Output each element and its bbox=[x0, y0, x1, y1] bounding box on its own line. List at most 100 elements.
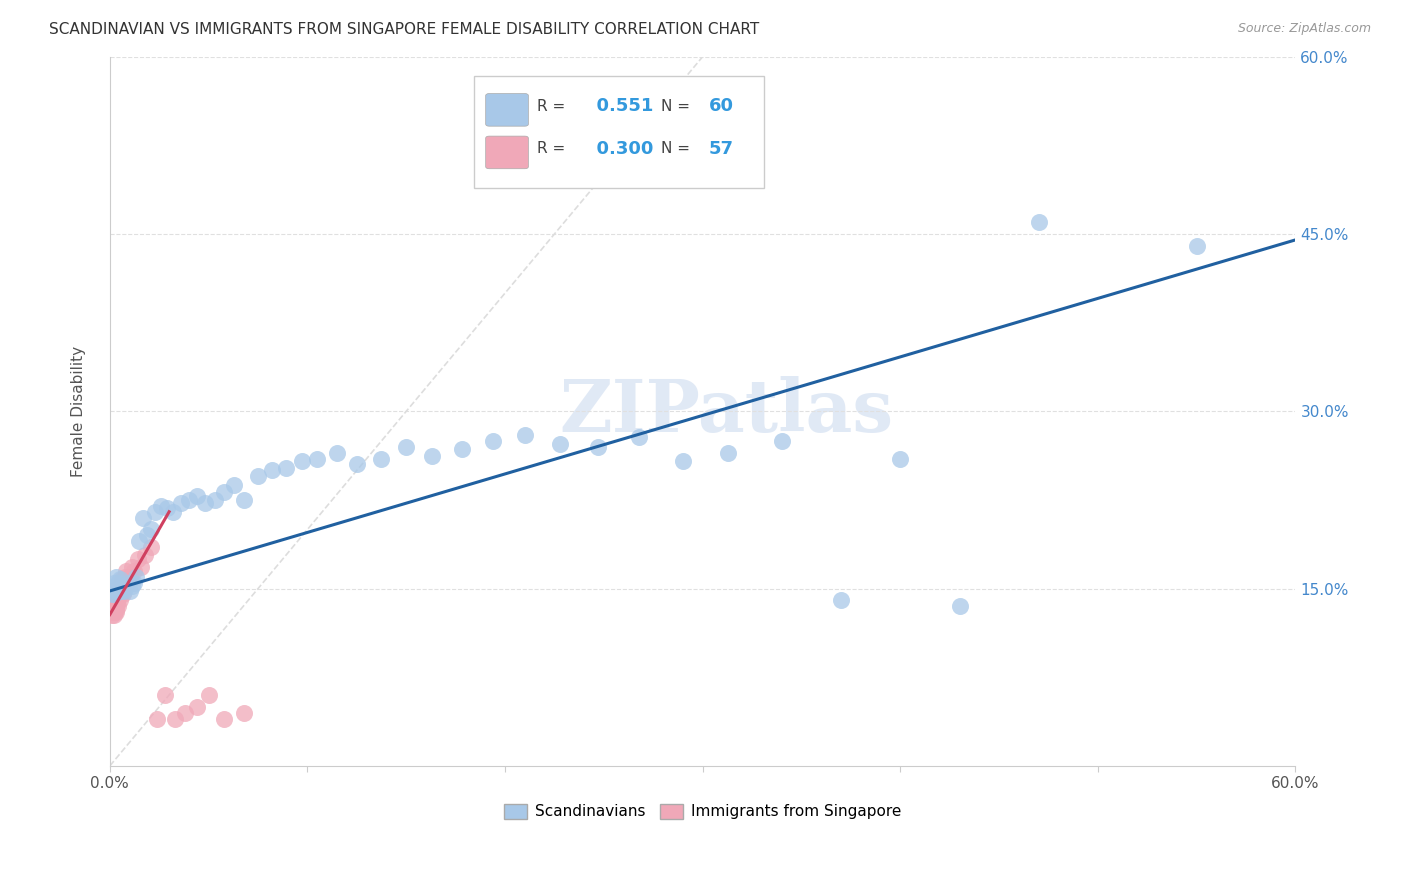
Point bbox=[124, 570, 146, 584]
Point bbox=[482, 434, 505, 448]
Point bbox=[101, 587, 124, 601]
Point bbox=[672, 454, 695, 468]
Point bbox=[104, 583, 127, 598]
Point bbox=[162, 505, 184, 519]
Point bbox=[101, 593, 124, 607]
Point bbox=[108, 593, 131, 607]
Point bbox=[260, 463, 283, 477]
Point bbox=[114, 570, 136, 584]
Y-axis label: Female Disability: Female Disability bbox=[72, 346, 86, 477]
Point bbox=[153, 688, 176, 702]
Point bbox=[370, 451, 392, 466]
Point bbox=[450, 442, 472, 456]
Point bbox=[170, 496, 193, 510]
Point bbox=[770, 434, 793, 448]
Point bbox=[122, 564, 145, 578]
Point bbox=[118, 583, 141, 598]
Point bbox=[103, 596, 125, 610]
Legend: Scandinavians, Immigrants from Singapore: Scandinavians, Immigrants from Singapore bbox=[498, 797, 907, 826]
Point bbox=[830, 593, 852, 607]
Point bbox=[107, 587, 129, 601]
Point bbox=[107, 599, 129, 614]
Point bbox=[121, 560, 143, 574]
Point bbox=[889, 451, 911, 466]
Point bbox=[112, 583, 135, 598]
Text: SCANDINAVIAN VS IMMIGRANTS FROM SINGAPORE FEMALE DISABILITY CORRELATION CHART: SCANDINAVIAN VS IMMIGRANTS FROM SINGAPOR… bbox=[49, 22, 759, 37]
Point bbox=[134, 549, 156, 563]
Point bbox=[118, 570, 141, 584]
Point bbox=[100, 605, 122, 619]
Point bbox=[186, 489, 208, 503]
Point bbox=[101, 607, 124, 622]
Point bbox=[104, 603, 127, 617]
Point bbox=[111, 587, 134, 601]
Point bbox=[326, 445, 349, 459]
Point bbox=[101, 587, 124, 601]
Point bbox=[103, 599, 125, 614]
Point bbox=[100, 593, 122, 607]
Point bbox=[233, 706, 256, 720]
Point bbox=[108, 583, 131, 598]
Point bbox=[628, 430, 651, 444]
Point bbox=[214, 712, 236, 726]
Point bbox=[550, 437, 572, 451]
Point bbox=[104, 593, 127, 607]
Point bbox=[105, 603, 128, 617]
Point bbox=[104, 605, 127, 619]
Point bbox=[143, 505, 166, 519]
Point bbox=[107, 583, 129, 598]
Point bbox=[420, 449, 443, 463]
Point bbox=[233, 492, 256, 507]
Point bbox=[111, 582, 134, 596]
Point bbox=[101, 596, 124, 610]
Point bbox=[107, 575, 129, 590]
Text: 0.300: 0.300 bbox=[583, 140, 654, 158]
Point bbox=[141, 540, 163, 554]
Point bbox=[122, 575, 145, 590]
Point bbox=[103, 575, 125, 590]
Point bbox=[114, 579, 136, 593]
Text: 0.551: 0.551 bbox=[583, 97, 654, 115]
Point bbox=[101, 599, 124, 614]
Point bbox=[101, 605, 124, 619]
Point bbox=[127, 552, 149, 566]
Point bbox=[111, 582, 134, 596]
Point bbox=[104, 599, 127, 614]
Point bbox=[104, 583, 127, 598]
Point bbox=[586, 440, 609, 454]
Text: N =: N = bbox=[661, 99, 690, 114]
Point bbox=[717, 445, 740, 459]
Point bbox=[346, 458, 368, 472]
Point bbox=[100, 596, 122, 610]
Point bbox=[117, 575, 139, 590]
Point bbox=[132, 510, 155, 524]
Text: R =: R = bbox=[537, 99, 565, 114]
Point bbox=[224, 477, 246, 491]
Point bbox=[214, 484, 236, 499]
Point bbox=[101, 590, 124, 604]
Point bbox=[103, 583, 125, 598]
Point bbox=[395, 440, 418, 454]
Point bbox=[150, 499, 173, 513]
Point bbox=[247, 469, 270, 483]
Point bbox=[101, 582, 124, 596]
Point bbox=[108, 579, 131, 593]
Point bbox=[101, 601, 124, 615]
Text: 60: 60 bbox=[709, 97, 734, 115]
Point bbox=[307, 451, 329, 466]
Point bbox=[101, 583, 124, 598]
Point bbox=[177, 492, 200, 507]
Point bbox=[204, 492, 226, 507]
Text: 57: 57 bbox=[709, 140, 734, 158]
Point bbox=[100, 590, 122, 604]
Point bbox=[274, 461, 297, 475]
Point bbox=[165, 712, 187, 726]
Text: Source: ZipAtlas.com: Source: ZipAtlas.com bbox=[1237, 22, 1371, 36]
Point bbox=[1185, 239, 1208, 253]
Text: R =: R = bbox=[537, 141, 565, 156]
Point bbox=[112, 575, 135, 590]
FancyBboxPatch shape bbox=[474, 76, 765, 188]
Point bbox=[103, 590, 125, 604]
Point bbox=[131, 560, 153, 574]
Point bbox=[105, 596, 128, 610]
